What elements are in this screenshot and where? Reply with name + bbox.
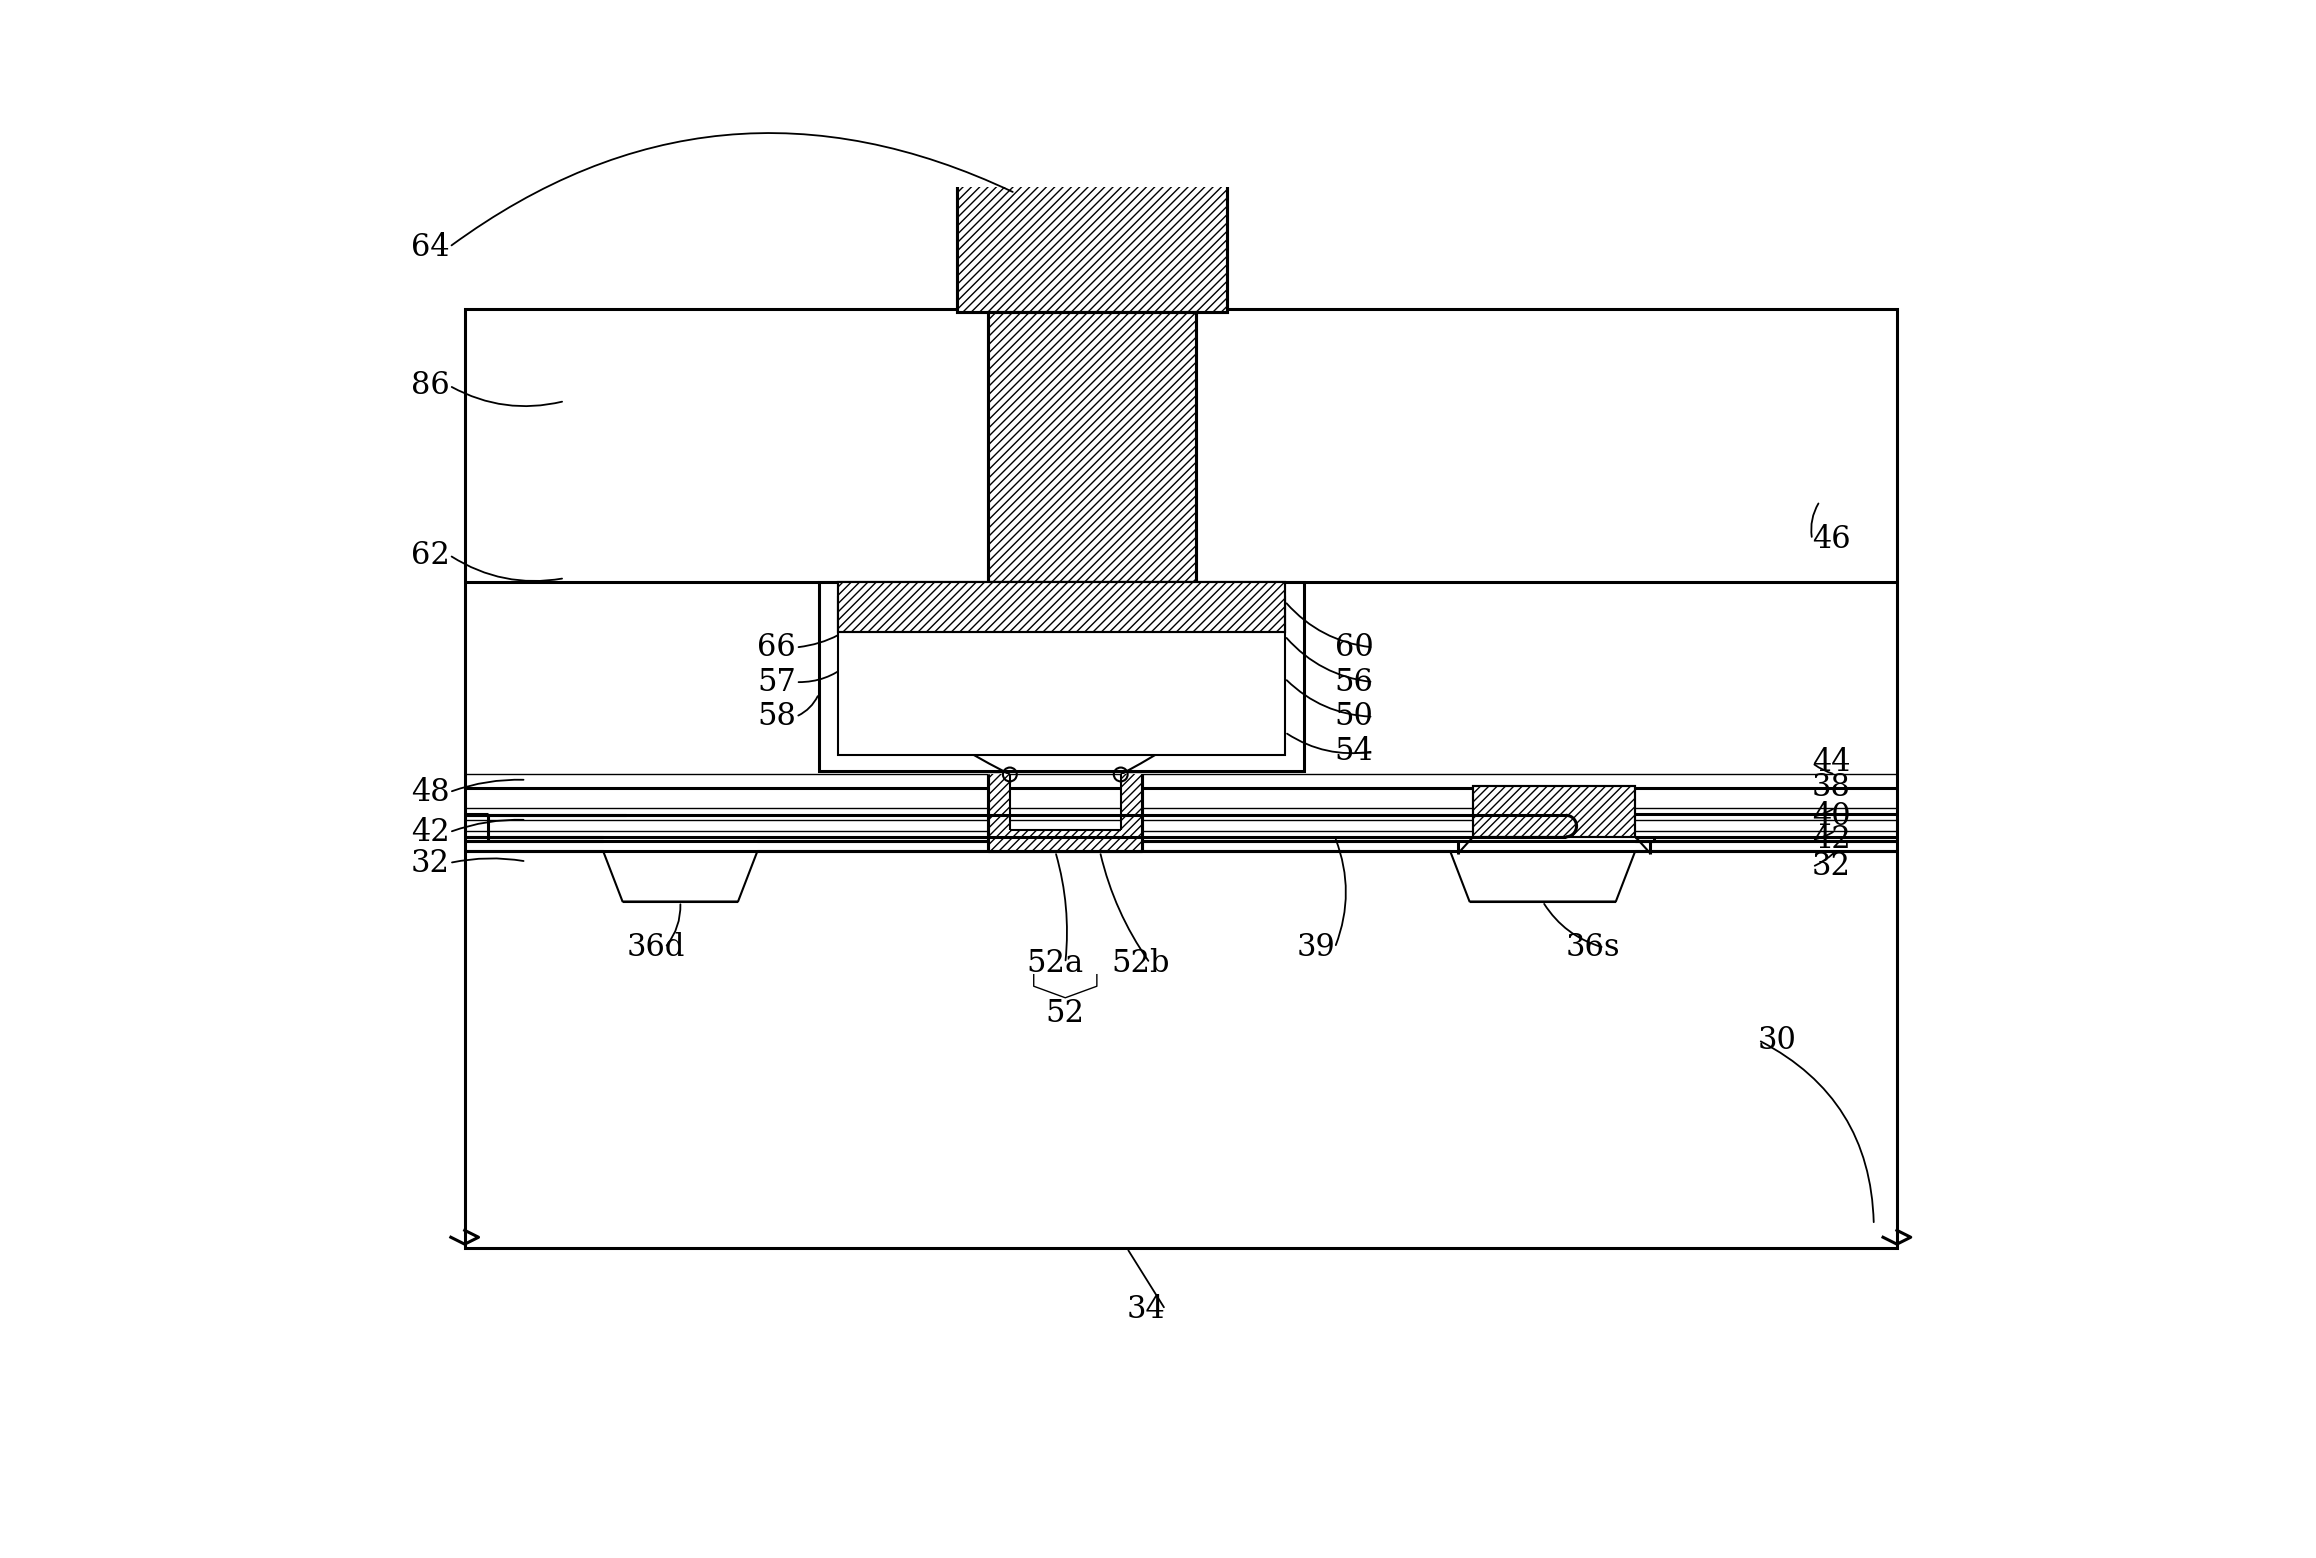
Text: 64: 64 xyxy=(410,232,449,262)
Text: 56: 56 xyxy=(1334,667,1373,698)
Bar xyxy=(838,583,1285,633)
Text: 30: 30 xyxy=(1758,1025,1797,1056)
Text: 39: 39 xyxy=(1297,932,1334,963)
Bar xyxy=(1473,787,1635,837)
Text: 32: 32 xyxy=(1811,851,1850,882)
Text: 46: 46 xyxy=(1811,523,1850,555)
Text: 36s: 36s xyxy=(1566,932,1621,963)
Text: 42: 42 xyxy=(410,816,449,848)
Text: 60: 60 xyxy=(1334,633,1373,662)
Bar xyxy=(1121,774,1142,852)
Bar xyxy=(957,170,1227,313)
Text: 86: 86 xyxy=(410,371,449,400)
Bar xyxy=(957,170,1227,313)
Bar xyxy=(989,313,1195,583)
Bar xyxy=(838,583,1285,633)
Text: 66: 66 xyxy=(757,633,797,662)
Text: 52b: 52b xyxy=(1112,947,1170,978)
Text: 40: 40 xyxy=(1811,801,1850,832)
Bar xyxy=(989,313,1195,583)
Text: 54: 54 xyxy=(1334,735,1373,767)
Bar xyxy=(466,308,1897,1248)
Text: 50: 50 xyxy=(1334,701,1373,732)
Text: 58: 58 xyxy=(757,701,797,732)
Bar xyxy=(838,597,1285,756)
Text: 32: 32 xyxy=(410,848,449,879)
Text: 52a: 52a xyxy=(1026,947,1084,978)
Text: 34: 34 xyxy=(1128,1295,1165,1326)
Bar xyxy=(820,583,1304,771)
Bar xyxy=(989,830,1142,852)
Bar xyxy=(1473,787,1635,837)
Text: 57: 57 xyxy=(757,667,797,698)
Bar xyxy=(989,774,1010,852)
Text: 52: 52 xyxy=(1047,997,1084,1028)
Text: 44: 44 xyxy=(1811,748,1850,779)
Text: 48: 48 xyxy=(410,777,449,807)
Text: 36d: 36d xyxy=(625,932,686,963)
Text: 42: 42 xyxy=(1811,824,1850,855)
Text: 62: 62 xyxy=(410,539,449,570)
Text: 38: 38 xyxy=(1811,773,1850,802)
